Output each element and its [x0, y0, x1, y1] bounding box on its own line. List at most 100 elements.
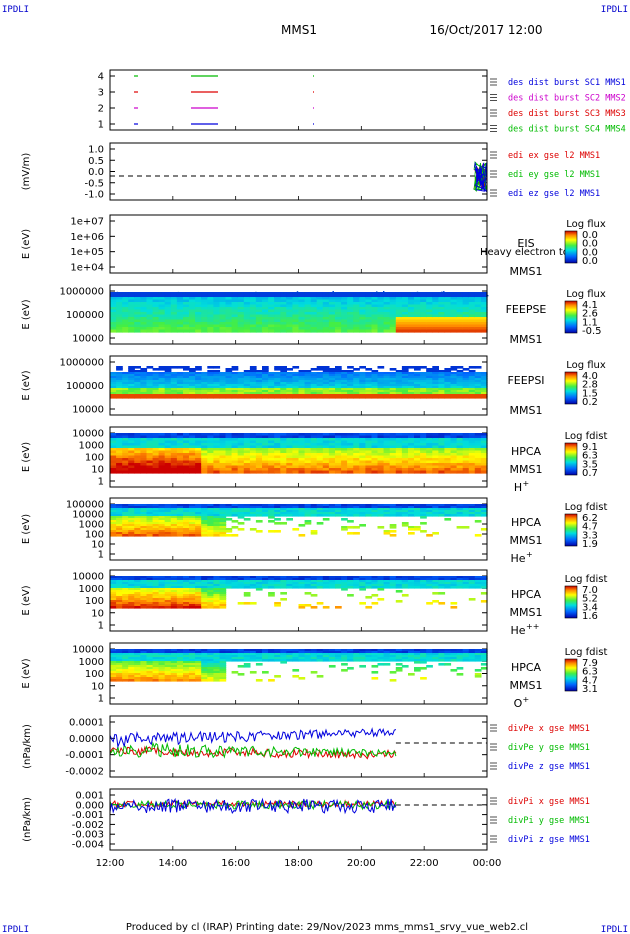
noise-dot — [158, 292, 160, 294]
x-axis: 12:00 14:00 16:00 18:00 20:00 22:00 00:00 — [96, 126, 501, 869]
legend-entry: edi ez gse l2 MMS1 — [508, 189, 600, 199]
y-tick-label: 1000 — [79, 657, 104, 668]
y-tick-label: 100 — [85, 530, 104, 541]
legend-entry: des dist burst SC3 MMS3 — [508, 109, 626, 119]
noise-dot — [112, 294, 114, 297]
colorbar — [564, 371, 578, 405]
footer: Produced by cl (IRAP) Printing date: 29/… — [126, 922, 528, 933]
instrument-label: MMS1 — [510, 333, 543, 346]
noise-dot — [296, 291, 299, 293]
y-tick-label: 4 — [98, 72, 104, 83]
colorbar-tick: 3.3 — [582, 530, 598, 541]
noise-dot — [377, 292, 380, 294]
y-tick-label: 2 — [98, 104, 104, 115]
noise-dot — [354, 293, 357, 295]
x-tick-label: 18:00 — [284, 858, 313, 869]
y-tick-label: 100 — [85, 669, 104, 680]
colorbar-tick: 6.2 — [582, 513, 598, 524]
corner-tl: IPDLI — [2, 5, 29, 15]
colorbar — [564, 300, 578, 334]
instrument-label: MMS1 — [510, 404, 543, 417]
y-tick-label: 10 — [91, 681, 104, 692]
y-tick-label: 1 — [98, 120, 104, 131]
noise-dot — [119, 294, 121, 296]
noise-dot — [348, 294, 351, 296]
colorbar-tick: -0.5 — [582, 326, 602, 337]
noise-dot — [371, 294, 373, 297]
noise-dot — [127, 293, 130, 296]
panel-frame — [109, 69, 488, 131]
y-tick-label: 0.0 — [88, 167, 104, 178]
noise-dot — [296, 294, 298, 296]
noise-dot — [416, 291, 419, 294]
y-tick-label: 10000 — [72, 572, 104, 583]
colorbar-tick: 4.0 — [582, 371, 598, 382]
noise-dot — [376, 291, 379, 294]
y-axis-label: (nPa/km) — [22, 797, 33, 842]
legend-entry: divPe z gse MMS1 — [508, 762, 590, 772]
noise-dot — [487, 295, 489, 297]
noise-dot — [224, 292, 226, 295]
legend-entry: divPe y gse MMS1 — [508, 743, 590, 753]
y-tick-label: 3 — [98, 88, 104, 99]
legend-entry: edi ey gse l2 MMS1 — [508, 170, 600, 180]
species-charge: + — [526, 550, 533, 559]
y-tick-label: 100000 — [66, 381, 104, 392]
x-tick-label: 22:00 — [410, 858, 439, 869]
corner-tr: IPDLI — [601, 5, 628, 15]
colorbar-tick: 2.6 — [582, 309, 598, 320]
panel-feepsi: 1000000 100000 10000 E (eV) FEEPSI MMS1 Log fl… — [21, 355, 606, 417]
colorbar-tick: 1.9 — [582, 539, 598, 550]
y-tick-label: 10 — [91, 608, 104, 619]
noise-dot — [147, 294, 150, 296]
header-date: 16/Oct/2017 12:00 — [429, 23, 542, 37]
noise-dot — [121, 293, 123, 295]
y-tick-label: 10000 — [72, 405, 104, 416]
y-tick-label: 1000000 — [59, 358, 104, 369]
colorbar-tick: 3.5 — [582, 459, 598, 470]
y-tick-label: 1e+07 — [70, 217, 104, 228]
y-tick-label: 1e+04 — [70, 263, 104, 274]
noise-dot — [441, 291, 443, 293]
y-tick-label: 0.0000 — [69, 734, 104, 745]
colorbar-tick: 0.2 — [582, 397, 598, 408]
edi-trace — [474, 162, 488, 193]
noise-dot — [409, 293, 411, 296]
noise-dot — [238, 294, 240, 296]
y-tick-label: 10000 — [72, 645, 104, 656]
y-tick-label: 1 — [98, 694, 104, 705]
y-tick-label: 0.001 — [75, 791, 104, 802]
noise-dot — [458, 292, 461, 294]
y-tick-label: 1 — [98, 621, 104, 632]
y-tick-label: 1000 — [79, 584, 104, 595]
colorbar-title: Log flux — [566, 219, 606, 230]
species-charge: + — [523, 479, 530, 488]
header-mission: MMS1 — [281, 23, 317, 37]
noise-dot — [164, 294, 166, 297]
noise-dot — [452, 292, 455, 295]
legend-entry: divPi x gse MMS1 — [508, 797, 590, 807]
panel-divpe: 0.0001 0.0000 -0.0001 -0.0002 (nPa/km) divPe … — [22, 715, 590, 778]
legend-entry: divPe x gse MMS1 — [508, 724, 590, 734]
y-tick-label: -0.001 — [72, 810, 104, 821]
y-tick-label: -0.002 — [72, 820, 104, 831]
colorbar-tick: 7.9 — [582, 658, 598, 669]
instrument-label: MMS1 — [510, 534, 543, 547]
colorbar-tick: 5.2 — [582, 594, 598, 605]
y-axis-label: E (eV) — [21, 229, 32, 259]
colorbar-title: Log flux — [566, 360, 606, 371]
panel-burst: 4 3 2 1 des dist burst SC1 MMS1 des dist burs… — [98, 69, 626, 135]
instrument-label: MMS1 — [510, 606, 543, 619]
instrument-label: FEEPSI — [507, 374, 544, 387]
noise-dot — [350, 294, 353, 296]
colorbar — [564, 230, 578, 264]
species-charge: ++ — [526, 622, 539, 631]
species-label: H — [514, 481, 522, 494]
noise-dot — [258, 292, 261, 295]
eis-overlay-text: Heavy electron to — [480, 247, 569, 258]
noise-dot — [177, 291, 180, 294]
instrument-label: MMS1 — [510, 463, 543, 476]
noise-dot — [332, 291, 334, 293]
y-axis-label: E (eV) — [21, 370, 32, 400]
